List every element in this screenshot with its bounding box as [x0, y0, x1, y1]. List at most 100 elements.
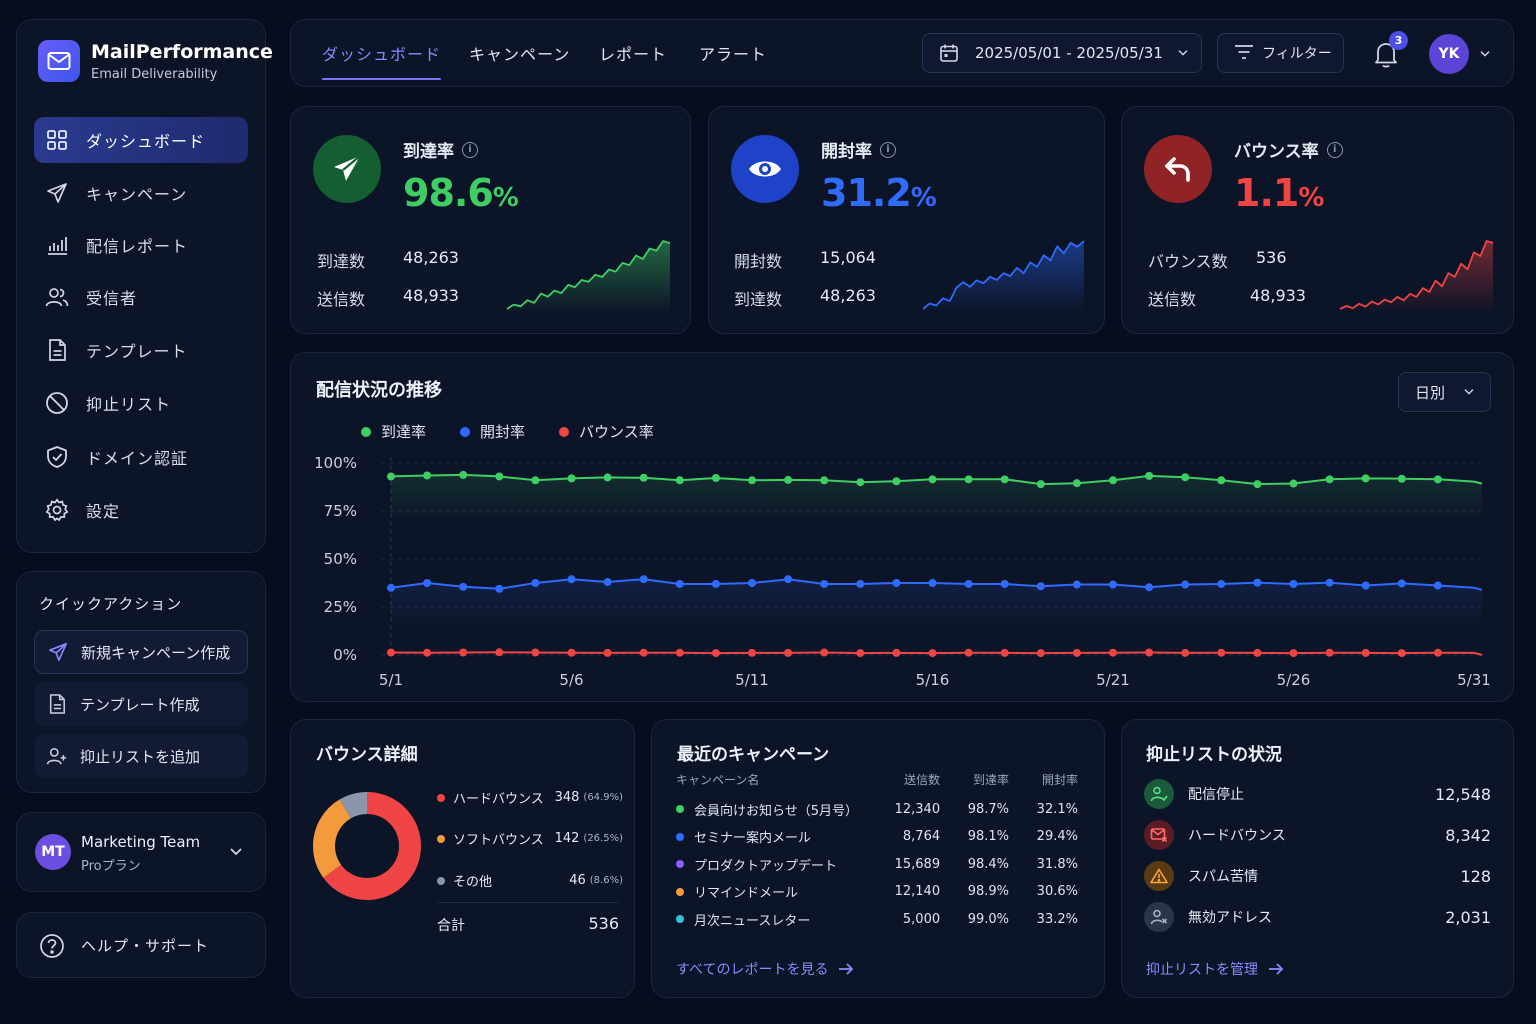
date-range-picker[interactable]: 2025/05/01 - 2025/05/31 [922, 33, 1202, 73]
data-point [748, 476, 756, 485]
table-row[interactable]: 会員向けお知らせ（5月号） 12,340 98.7% 32.1% [676, 798, 1078, 820]
legend-item[interactable]: 開封率 [460, 421, 525, 442]
bounce-label: ソフトバウンス [453, 833, 544, 848]
campaign-name-cell: プロダクトアップデート [676, 855, 883, 874]
data-point [1217, 648, 1226, 657]
sidebar-item-dashboard[interactable]: ダッシュボード [34, 117, 248, 163]
data-point [1397, 474, 1406, 483]
sidebar-item-settings[interactable]: 設定 [34, 487, 248, 533]
kpi-row: 到達数 48,263 [317, 248, 459, 272]
create-template-button[interactable]: テンプレート作成 [34, 682, 248, 726]
team-plan: Proプラン [81, 859, 141, 874]
data-point [1072, 580, 1081, 589]
sidebar-item-recipients[interactable]: 受信者 [34, 274, 248, 320]
table-row[interactable]: リマインドメール 12,140 98.9% 30.6% [676, 881, 1078, 903]
campaign-delivery: 98.1% [967, 829, 1010, 844]
tab-dashboard[interactable]: ダッシュボード [322, 20, 442, 86]
data-point [1181, 580, 1190, 589]
help-label: ヘルプ・サポート [81, 937, 210, 955]
kpi-value: 1.1% [1234, 171, 1324, 215]
recent-campaigns-panel: 最近のキャンペーン キャンペーン名 送信数 到達率 開封率 会員向けお知らせ（5… [651, 719, 1105, 998]
campaign-delivery: 98.9% [967, 884, 1010, 899]
kpi-row: 送信数 48,933 [317, 286, 459, 310]
legend-item[interactable]: バウンス率 [559, 421, 654, 442]
info-icon[interactable]: i [880, 141, 896, 158]
data-point [1361, 581, 1370, 590]
x-tick-label: 5/11 [735, 671, 769, 689]
header-sent: 送信数 [904, 772, 941, 787]
campaign-name-cell: リマインドメール [676, 882, 883, 901]
series-line [390, 473, 1483, 486]
app-name: MailPerformance [91, 41, 273, 63]
campaigns-title: 最近のキャンペーン [677, 745, 830, 765]
add-suppression-button[interactable]: 抑止リストを追加 [34, 734, 248, 778]
suppression-row[interactable]: ハードバウンス 8,342 [1144, 819, 1491, 851]
sidebar-item-reports[interactable]: 配信レポート [34, 222, 248, 268]
header-open: 開封率 [1041, 772, 1078, 787]
link-label: 抑止リストを管理 [1146, 962, 1258, 978]
notifications-button[interactable]: 3 [1371, 31, 1408, 70]
sidebar-item-campaigns[interactable]: キャンペーン [34, 170, 248, 216]
table-row[interactable]: プロダクトアップデート 15,689 98.4% 31.8% [676, 853, 1078, 875]
grid-icon [44, 127, 70, 153]
tab-reports[interactable]: レポート [599, 45, 668, 64]
mail-icon [47, 52, 71, 70]
sidebar-item-templates[interactable]: テンプレート [34, 327, 248, 373]
table-row[interactable]: セミナー案内メール 8,764 98.1% 29.4% [676, 826, 1078, 848]
tab-alerts[interactable]: アラート [699, 45, 768, 64]
data-point [1433, 475, 1442, 484]
campaign-open: 29.4% [1036, 829, 1078, 844]
data-point [1289, 479, 1298, 488]
help-support-button[interactable]: ヘルプ・サポート [16, 912, 266, 978]
team-switcher[interactable]: MT Marketing Team Proプラン [16, 812, 266, 892]
data-point [495, 584, 504, 593]
kpi-card-bounce: バウンス率 i 1.1% バウンス数 536 送信数 48,933 [1121, 106, 1514, 334]
suppression-row[interactable]: 無効アドレス 2,031 [1144, 901, 1491, 933]
suppression-row[interactable]: スパム苦情 128 [1144, 860, 1491, 892]
new-campaign-button[interactable]: 新規キャンペーン作成 [34, 630, 248, 674]
data-point [1433, 581, 1442, 590]
chevron-down-icon [1177, 49, 1189, 57]
campaign-delivery: 98.7% [967, 801, 1010, 817]
filter-button[interactable]: フィルター [1217, 33, 1344, 73]
kpi-title-text: 開封率 [821, 142, 872, 162]
data-point [1036, 582, 1045, 591]
period-select[interactable]: 日別 [1398, 372, 1491, 412]
kpi-icon [731, 135, 799, 203]
campaign-name: セミナー案内メール [694, 831, 812, 846]
table-row[interactable]: 月次ニュースレター 5,000 99.0% 33.2% [676, 908, 1078, 930]
kpi-value-number: 1.1 [1234, 171, 1299, 215]
sparkline-delivery [506, 240, 671, 313]
data-point [639, 473, 648, 482]
manage-suppression-link[interactable]: 抑止リストを管理 [1146, 959, 1284, 979]
quick-action-label: テンプレート作成 [80, 695, 200, 714]
legend-item[interactable]: 到達率 [361, 421, 426, 442]
campaign-name: リマインドメール [694, 886, 799, 901]
suppression-row[interactable]: 配信停止 12,548 [1144, 778, 1491, 810]
data-point [964, 579, 973, 588]
info-icon[interactable]: i [1326, 141, 1343, 158]
data-point [567, 648, 576, 657]
legend-swatch [460, 426, 471, 437]
filter-icon [1234, 44, 1254, 62]
data-point [928, 649, 937, 658]
campaign-sent: 8,764 [902, 829, 941, 844]
user-avatar: YK [1429, 34, 1469, 74]
sidebar-item-suppression[interactable]: 抑止リスト [34, 380, 248, 426]
reply-icon [1165, 157, 1190, 182]
data-point [603, 473, 612, 482]
sidebar-item-domain-auth[interactable]: ドメイン認証 [34, 434, 248, 480]
kpi-value-number: 31.2 [821, 171, 912, 215]
view-all-reports-link[interactable]: すべてのレポートを見る [676, 959, 854, 979]
x-tick-label: 5/1 [379, 671, 403, 689]
data-point [928, 579, 937, 587]
data-point [1181, 648, 1190, 657]
data-point [1145, 648, 1154, 657]
user-menu[interactable]: YK [1429, 34, 1495, 74]
data-point [856, 478, 865, 487]
legend-swatch [559, 426, 570, 437]
tab-campaigns[interactable]: キャンペーン [469, 45, 571, 64]
series-area [391, 474, 1482, 522]
x-tick-label: 5/6 [559, 671, 583, 689]
info-icon[interactable]: i [462, 141, 478, 158]
